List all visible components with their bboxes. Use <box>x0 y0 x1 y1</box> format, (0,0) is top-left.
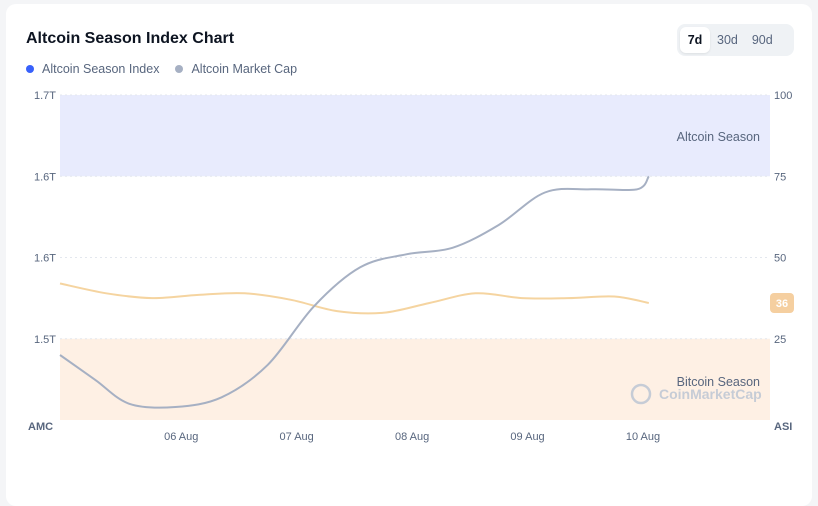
legend-dot-market-cap <box>175 65 184 73</box>
left-axis-tick-label: 1.6T <box>34 171 56 183</box>
right-axis-label: ASI <box>774 421 792 433</box>
left-axis-ticks: 1.7T 1.6T 1.6T 1.5T <box>34 90 56 346</box>
coinmarketcap-logo-icon <box>630 383 652 405</box>
right-axis-tick-label: 50 <box>774 253 786 265</box>
range-7d-button[interactable]: 7d <box>680 27 710 53</box>
x-axis-ticks: 06 Aug 07 Aug 08 Aug 09 Aug 10 Aug <box>164 431 660 443</box>
legend: Altcoin Season Index Altcoin Market Cap <box>26 62 297 76</box>
range-90d-button[interactable]: 90d <box>745 27 780 53</box>
current-index-badge-value: 36 <box>776 298 788 310</box>
left-axis-label: AMC <box>28 421 53 433</box>
right-axis-tick-label: 75 <box>774 171 786 183</box>
current-index-badge: 36 <box>770 293 794 313</box>
left-axis-tick-label: 1.6T <box>34 253 56 265</box>
x-axis-tick-label: 07 Aug <box>280 431 314 443</box>
range-30d-button[interactable]: 30d <box>710 27 745 53</box>
right-axis-tick-label: 100 <box>774 90 792 102</box>
gridlines <box>60 94 770 340</box>
left-axis-tick-label: 1.7T <box>34 90 56 102</box>
chart-title: Altcoin Season Index Chart <box>26 30 235 47</box>
watermark: CoinMarketCap <box>630 383 762 405</box>
x-axis-tick-label: 06 Aug <box>164 431 198 443</box>
right-axis-tick-label: 25 <box>774 334 786 346</box>
legend-label-index: Altcoin Season Index <box>42 62 160 76</box>
x-axis-tick-label: 09 Aug <box>510 431 544 443</box>
time-range-switch: 7d 30d 90d <box>677 24 794 56</box>
legend-label-market-cap: Altcoin Market Cap <box>191 62 298 76</box>
altcoin-market-cap-line[interactable] <box>59 175 650 409</box>
chart-card <box>6 4 812 506</box>
x-axis-tick-label: 10 Aug <box>626 431 660 443</box>
altcoin-season-zone <box>60 95 770 177</box>
x-axis-tick-label: 08 Aug <box>395 431 429 443</box>
altcoin-season-index-line[interactable] <box>59 282 649 315</box>
altcoin-season-label: Altcoin Season <box>677 130 760 144</box>
legend-item-index[interactable]: Altcoin Season Index <box>26 62 159 76</box>
left-axis-tick-label: 1.5T <box>34 334 56 346</box>
bitcoin-season-label: Bitcoin Season <box>677 375 760 389</box>
current-index-badge-bg <box>770 293 794 313</box>
legend-dot-index <box>26 65 34 73</box>
right-axis-ticks: 100 75 50 25 <box>774 90 792 346</box>
legend-item-market-cap[interactable]: Altcoin Market Cap <box>175 62 297 76</box>
watermark-text: CoinMarketCap <box>659 386 762 402</box>
